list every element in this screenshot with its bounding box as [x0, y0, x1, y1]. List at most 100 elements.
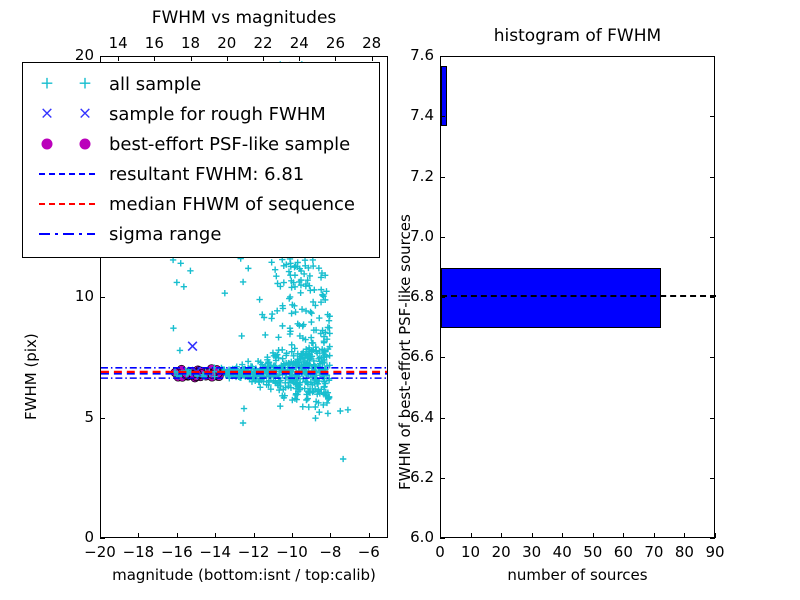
- plot-legend: + + all sample × × sample for rough FWHM best-…: [22, 62, 380, 258]
- axis-tick: [501, 533, 503, 538]
- legend-item[interactable]: best-effort PSF-like sample: [31, 129, 371, 159]
- plus-icon: +: [77, 73, 93, 94]
- axis-tick: [592, 533, 594, 538]
- scatter-xtick-label: −20: [84, 543, 116, 561]
- histogram-xtick-label: 10: [461, 543, 481, 561]
- legend-marker-dashdot-line: [31, 221, 105, 247]
- scatter-top-xtick-label: 14: [108, 34, 128, 52]
- axis-tick: [118, 56, 120, 61]
- histogram-xtick-label: 60: [613, 543, 633, 561]
- histogram-xtick-label: 20: [491, 543, 511, 561]
- axis-tick: [138, 533, 140, 538]
- axis-tick: [371, 56, 373, 61]
- axis-tick: [263, 56, 265, 61]
- axis-tick: [623, 533, 625, 538]
- axis-tick: [100, 533, 101, 538]
- axis-tick: [215, 533, 217, 538]
- axis-tick: [440, 538, 445, 539]
- scatter-yaxis-label: FWHM (pix): [22, 333, 40, 420]
- scatter-ytick-label: 0: [84, 528, 94, 546]
- axis-tick: [710, 176, 715, 178]
- axis-tick: [684, 533, 686, 538]
- scatter-top-xtick-label: 28: [362, 34, 382, 52]
- axis-tick: [100, 417, 105, 419]
- histogram-ytick-label: 7.4: [410, 106, 434, 125]
- dashed-line: [39, 203, 95, 205]
- scatter-top-xtick-label: 24: [289, 34, 309, 52]
- axis-tick: [710, 56, 715, 57]
- axis-tick: [440, 236, 445, 238]
- axis-tick: [710, 297, 715, 298]
- scatter-xtick-label: −12: [237, 543, 270, 561]
- scatter-plot-title: FWHM vs magnitudes: [151, 8, 337, 28]
- axis-tick: [710, 236, 715, 238]
- histogram-ytick-label: 7.0: [410, 226, 434, 245]
- histogram-xtick-label: 80: [674, 543, 694, 561]
- axis-tick: [710, 477, 715, 479]
- axis-tick: [299, 56, 301, 61]
- legend-item[interactable]: × × sample for rough FWHM: [31, 99, 371, 129]
- scatter-xtick-label: −18: [122, 543, 155, 561]
- axis-tick: [470, 533, 472, 538]
- legend-marker-dashed-line: [31, 161, 105, 187]
- axis-tick: [100, 538, 105, 539]
- scatter-xaxis-label: magnitude (bottom:isnt / top:calib): [112, 566, 376, 584]
- histogram-xtick-label: 50: [583, 543, 603, 561]
- axis-tick: [440, 417, 445, 419]
- plus-icon: +: [39, 73, 55, 94]
- histogram-xtick-label: 90: [705, 543, 725, 561]
- dashdot-line: [39, 233, 95, 235]
- legend-marker-cross-marker: × ×: [31, 101, 105, 127]
- scatter-xtick-label: −10: [276, 543, 308, 561]
- histogram-bar: [441, 267, 661, 329]
- legend-item[interactable]: + + all sample: [31, 69, 371, 99]
- scatter-top-xtick-label: 18: [181, 34, 201, 52]
- axis-tick: [100, 56, 105, 57]
- circle-icon: [41, 138, 53, 150]
- axis-tick: [190, 56, 192, 61]
- axis-tick: [710, 116, 715, 118]
- histogram-xtick-label: 30: [522, 543, 542, 561]
- scatter-xtick-label: −6: [357, 543, 380, 561]
- axis-tick: [292, 533, 293, 538]
- legend-label: sigma range: [109, 223, 222, 245]
- histogram-ytick-label: 7.6: [410, 46, 434, 64]
- axis-tick: [253, 533, 255, 538]
- axis-tick: [440, 176, 445, 178]
- legend-item[interactable]: median FHWM of sequence: [31, 189, 371, 219]
- axis-tick: [100, 297, 105, 298]
- histogram-ytick-label: 6.2: [410, 467, 434, 486]
- scatter-xtick-label: −16: [160, 543, 193, 561]
- axis-tick: [440, 56, 445, 57]
- histogram-xtick-label: 70: [644, 543, 664, 561]
- histogram-title: histogram of FWHM: [493, 26, 662, 46]
- axis-tick: [440, 357, 445, 359]
- legend-marker-dashed-line: [31, 191, 105, 217]
- scatter-ytick-label: 10: [74, 287, 94, 305]
- histogram-xtick-label: 40: [552, 543, 572, 561]
- axis-tick: [653, 533, 655, 538]
- histogram-bar: [441, 66, 448, 127]
- axis-tick: [531, 533, 533, 538]
- legend-label: sample for rough FWHM: [109, 103, 326, 125]
- axis-tick: [440, 533, 441, 538]
- axis-tick: [440, 116, 445, 118]
- histogram-median-line: [441, 294, 716, 297]
- axis-tick: [154, 56, 156, 61]
- cross-icon: ×: [77, 103, 93, 124]
- legend-label: median FHWM of sequence: [109, 193, 355, 215]
- legend-marker-circle-marker: [31, 131, 105, 157]
- legend-item[interactable]: resultant FWHM: 6.81: [31, 159, 371, 189]
- circle-icon: [79, 138, 91, 150]
- legend-item[interactable]: sigma range: [31, 219, 371, 249]
- axis-tick: [562, 533, 564, 538]
- scatter-ytick-label: 5: [84, 407, 94, 426]
- axis-tick: [440, 297, 445, 298]
- histogram-ytick-label: 6.4: [410, 407, 434, 426]
- histogram-ytick-label: 6.8: [410, 287, 434, 305]
- axis-tick: [440, 477, 445, 479]
- dashed-line: [39, 173, 95, 175]
- axis-tick: [368, 533, 370, 538]
- cross-icon: ×: [39, 103, 55, 124]
